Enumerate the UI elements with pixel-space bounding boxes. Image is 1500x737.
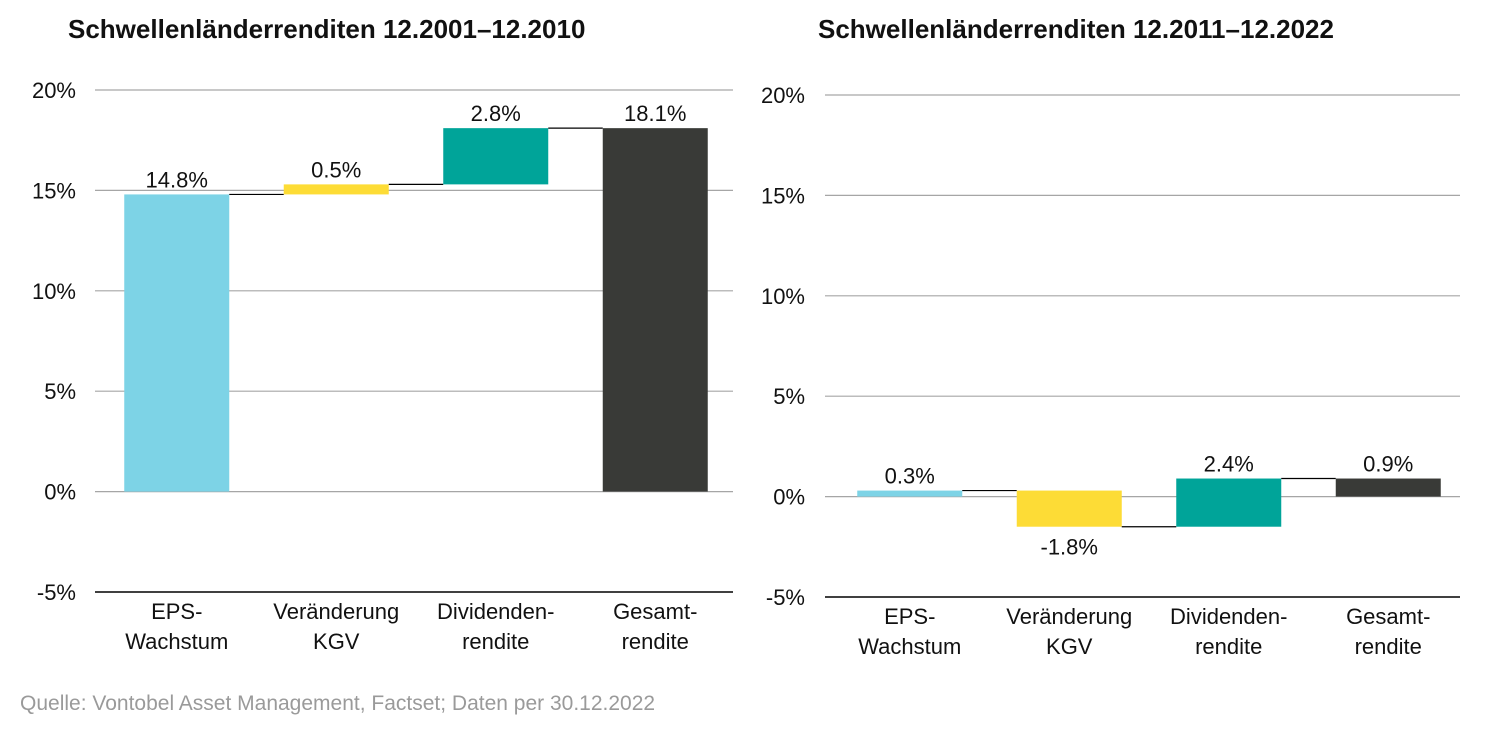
category-label-right-2-1: rendite	[1195, 634, 1262, 659]
bar-left-1	[283, 184, 389, 195]
category-label-left-3-1: rendite	[622, 629, 689, 654]
bar-right-2	[1176, 478, 1282, 527]
value-label-right-3: 0.9%	[1363, 452, 1413, 477]
category-label-right-0-1: Wachstum	[858, 634, 961, 659]
value-label-left-2: 2.8%	[471, 101, 521, 126]
chart-title-right: Schwellenländerrenditen 12.2011–12.2022	[818, 14, 1334, 44]
bar-left-3	[602, 128, 708, 492]
value-label-left-1: 0.5%	[311, 157, 361, 182]
category-label-right-2-0: Dividenden-	[1170, 604, 1287, 629]
y-tick-label-right-5: -5%	[766, 585, 805, 610]
category-label-left-3-0: Gesamt-	[613, 599, 697, 624]
value-label-right-1: -1.8%	[1041, 535, 1098, 560]
chart-title-left: Schwellenländerrenditen 12.2001–12.2010	[68, 14, 586, 44]
y-tick-label-left-5: -5%	[37, 580, 76, 605]
bar-right-0	[857, 490, 963, 497]
y-tick-label-left-1: 15%	[32, 178, 76, 203]
category-label-left-0-0: EPS-	[151, 599, 202, 624]
source-note: Quelle: Vontobel Asset Management, Facts…	[20, 692, 656, 715]
y-tick-label-right-2: 10%	[761, 284, 805, 309]
value-label-right-0: 0.3%	[885, 464, 935, 489]
y-tick-label-left-0: 20%	[32, 78, 76, 103]
bar-right-3	[1335, 478, 1441, 497]
y-tick-label-left-2: 10%	[32, 279, 76, 304]
category-label-left-1-0: Veränderung	[273, 599, 399, 624]
category-label-right-1-1: KGV	[1046, 634, 1093, 659]
bar-right-1	[1016, 490, 1122, 527]
category-label-left-2-0: Dividenden-	[437, 599, 554, 624]
category-label-left-0-1: Wachstum	[125, 629, 228, 654]
y-tick-label-right-1: 15%	[761, 183, 805, 208]
y-tick-label-right-3: 5%	[773, 384, 805, 409]
y-tick-label-left-3: 5%	[44, 379, 76, 404]
category-label-right-0-0: EPS-	[884, 604, 935, 629]
y-tick-label-right-4: 0%	[773, 485, 805, 510]
bar-left-0	[124, 194, 230, 492]
category-label-right-1-0: Veränderung	[1006, 604, 1132, 629]
y-tick-label-right-0: 20%	[761, 83, 805, 108]
category-label-right-3-0: Gesamt-	[1346, 604, 1430, 629]
category-label-left-1-1: KGV	[313, 629, 360, 654]
value-label-left-0: 14.8%	[146, 167, 208, 192]
y-tick-label-left-4: 0%	[44, 480, 76, 505]
value-label-right-2: 2.4%	[1204, 452, 1254, 477]
bar-left-2	[443, 128, 549, 185]
category-label-right-3-1: rendite	[1355, 634, 1422, 659]
value-label-left-3: 18.1%	[624, 101, 686, 126]
category-label-left-2-1: rendite	[462, 629, 529, 654]
